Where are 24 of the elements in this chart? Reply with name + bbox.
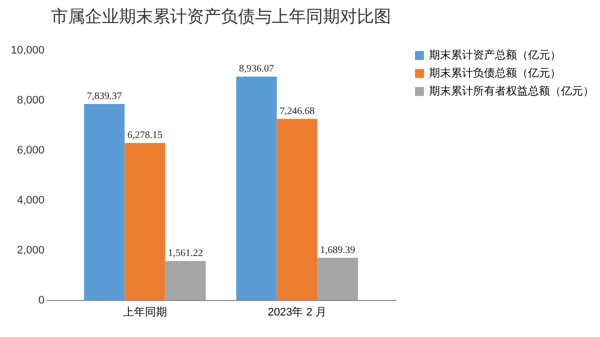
x-tick-label: 上年同期 xyxy=(122,306,167,318)
bar xyxy=(276,118,318,300)
bar xyxy=(84,104,125,300)
y-tick-label: 2,000 xyxy=(16,244,44,256)
data-label: 7,839.37 xyxy=(86,91,122,102)
y-tick-label: 4,000 xyxy=(16,194,44,206)
chart-title: 市属企业期末累计资产负债与上年同期对比图 xyxy=(51,7,391,26)
legend-label: 期末累计所有者权益总额（亿元） xyxy=(429,84,594,98)
data-label: 8,936.07 xyxy=(239,64,274,75)
y-tick-label: 0 xyxy=(38,294,44,306)
y-tick-label: 10,000 xyxy=(10,44,44,56)
bar xyxy=(165,260,206,300)
bar xyxy=(317,258,358,300)
data-label: 7,246.68 xyxy=(280,106,315,117)
data-label: 6,278.15 xyxy=(127,130,162,142)
bar xyxy=(124,143,166,300)
data-label: 1,689.39 xyxy=(320,244,356,256)
y-tick-label: 6,000 xyxy=(16,144,44,156)
bar xyxy=(236,76,277,300)
x-tick-label: 2023年 2 月 xyxy=(268,306,326,318)
legend-label: 期末累计负债总额（亿元） xyxy=(429,66,561,80)
legend-label: 期末累计资产总额（亿元） xyxy=(429,48,561,62)
data-label: 1,561.22 xyxy=(168,248,203,259)
y-tick-label: 8,000 xyxy=(16,94,44,106)
